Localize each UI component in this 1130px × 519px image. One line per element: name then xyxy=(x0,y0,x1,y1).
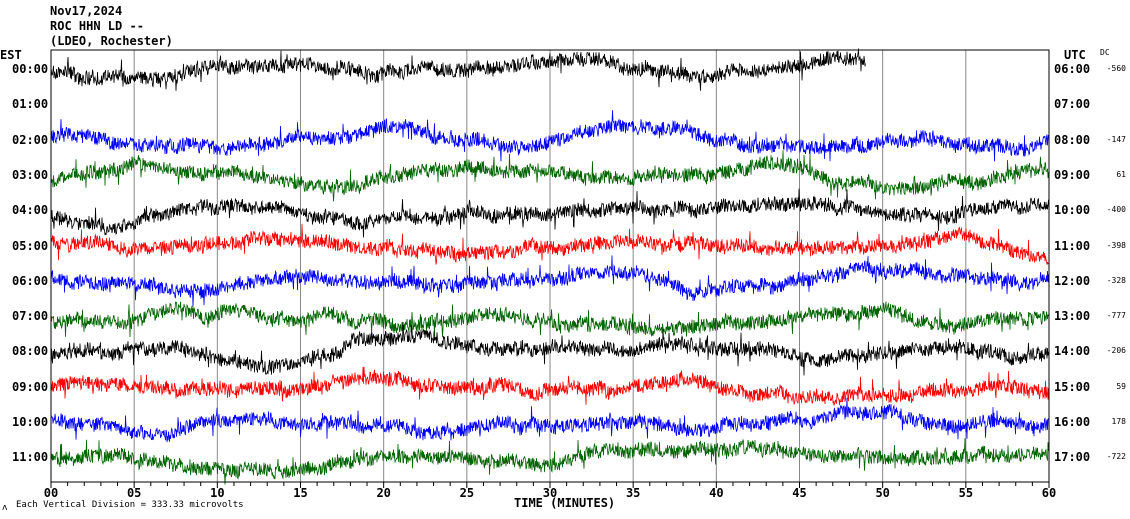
x-tick-label: 50 xyxy=(875,486,889,500)
x-tick-label: 15 xyxy=(293,486,307,500)
trace-0300 xyxy=(50,150,1049,202)
x-tick-label: 05 xyxy=(127,486,141,500)
x-axis-label: TIME (MINUTES) xyxy=(514,496,616,510)
dc-value: -560 xyxy=(1106,64,1126,73)
dc-value: -777 xyxy=(1106,311,1126,321)
x-tick-label: 45 xyxy=(792,486,806,500)
utc-label: 07:00 xyxy=(1054,97,1091,112)
x-tick-label: 10 xyxy=(210,486,224,500)
est-label: 11:00 xyxy=(12,450,49,465)
trace-0200 xyxy=(50,110,1049,162)
dc-value: -328 xyxy=(1106,275,1126,285)
x-tick-label: 35 xyxy=(626,486,640,500)
est-label: 07:00 xyxy=(12,309,49,324)
trace-0600 xyxy=(50,255,1049,307)
utc-label: 14:00 xyxy=(1054,344,1091,359)
dc-value: 61 xyxy=(1116,169,1126,179)
est-label: 04:00 xyxy=(12,203,49,218)
est-title: EST xyxy=(0,48,22,62)
station: ROC HHN LD -- xyxy=(50,19,144,33)
est-label: 09:00 xyxy=(12,379,49,394)
est-label: 05:00 xyxy=(12,238,49,253)
x-tick-label: 20 xyxy=(376,486,390,500)
est-label: 10:00 xyxy=(12,415,49,429)
dc-value: 59 xyxy=(1116,381,1126,391)
utc-title: UTC xyxy=(1064,48,1086,62)
est-label: 08:00 xyxy=(12,344,49,359)
dc-value: -722 xyxy=(1106,452,1126,462)
trace-1100 xyxy=(50,438,1049,485)
dc-value: -147 xyxy=(1106,134,1126,144)
dc-value: -398 xyxy=(1106,240,1126,250)
x-tick-label: 55 xyxy=(959,486,973,500)
trace-0500 xyxy=(50,223,1049,265)
date: Nov17,2024 xyxy=(50,4,123,18)
dc-value: 178 xyxy=(1111,417,1126,426)
est-label: 01:00 xyxy=(12,97,49,112)
utc-label: 12:00 xyxy=(1054,273,1091,288)
utc-label: 09:00 xyxy=(1054,167,1091,182)
utc-label: 17:00 xyxy=(1054,450,1091,465)
utc-label: 11:00 xyxy=(1054,238,1091,253)
trace-0900 xyxy=(50,366,1049,406)
x-tick-label: 30 xyxy=(543,486,557,500)
utc-label: 10:00 xyxy=(1054,203,1091,218)
est-label: 03:00 xyxy=(12,167,49,182)
est-label: 02:00 xyxy=(12,132,49,147)
x-tick-label: 00 xyxy=(44,486,58,500)
trace-0400 xyxy=(50,188,1049,238)
trace-0700 xyxy=(50,301,1049,338)
network: (LDEO, Rochester) xyxy=(50,34,173,48)
utc-label: 15:00 xyxy=(1054,379,1091,394)
dc-title: DC xyxy=(1100,48,1110,57)
utc-label: 16:00 xyxy=(1054,415,1091,429)
footer-mark: ʌ xyxy=(2,503,8,513)
trace-1000 xyxy=(50,397,1049,443)
trace-0800 xyxy=(50,321,1049,376)
dc-value: -400 xyxy=(1106,205,1126,215)
x-tick-label: 40 xyxy=(709,486,723,500)
utc-label: 13:00 xyxy=(1054,309,1091,324)
trace-0000 xyxy=(50,48,866,91)
plot-frame xyxy=(50,49,1050,483)
x-tick-label: 25 xyxy=(460,486,474,500)
scale-text: Each Vertical Division = 333.33 microvol… xyxy=(16,500,244,510)
utc-label: 06:00 xyxy=(1054,62,1091,76)
est-label: 00:00 xyxy=(12,62,49,76)
dc-value: -206 xyxy=(1106,346,1126,356)
utc-label: 08:00 xyxy=(1054,132,1091,147)
est-label: 06:00 xyxy=(12,273,49,288)
x-tick-label: 60 xyxy=(1042,486,1056,500)
